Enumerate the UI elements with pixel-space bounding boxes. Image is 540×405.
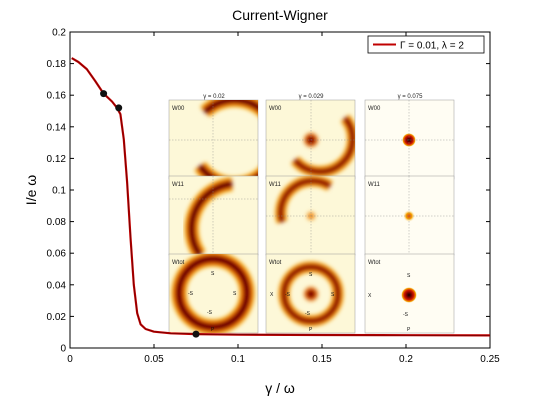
y-tick-label: 0.18: [47, 59, 67, 70]
y-tick-label: 0.16: [47, 91, 67, 102]
x-axis-ticks: 0 0.05 0.1 0.15 0.2 0.25: [67, 32, 500, 365]
data-point-marker: [115, 104, 123, 112]
y-tick-label: 0.04: [47, 280, 67, 291]
row-label-w00: W00: [172, 106, 185, 112]
y-tick-label: 0.06: [47, 249, 67, 260]
legend-label: Γ = 0.01, λ = 2: [400, 41, 464, 52]
series-line-core: [71, 57, 491, 336]
row-label-w00: W00: [269, 106, 282, 112]
data-point-marker: [100, 90, 108, 98]
x-axis-label: γ / ω: [265, 380, 295, 396]
wigner-inset: γ = 0.02 γ = 0.029 γ = 0.075 W00: [168, 94, 455, 334]
wigner-panel-w00-gamma-0.029: W00: [265, 99, 356, 180]
legend-box: [367, 35, 485, 54]
x-tick-label: 0.1: [231, 354, 245, 365]
chart-title: Current-Wigner: [232, 7, 328, 23]
marker-layer: [100, 90, 200, 338]
x-tick-label: 0: [67, 354, 73, 365]
wigner-panel-w11-gamma-0.029: W11: [265, 175, 356, 256]
row-label-w11: W11: [368, 182, 381, 188]
row-label-wtot: Wtot: [172, 260, 185, 266]
wigner-panel-wtot-gamma-0.02: S -S -S S P Wtot: [168, 253, 259, 334]
inset-column-label-1: γ = 0.02: [203, 94, 225, 100]
row-label-wtot: Wtot: [269, 260, 282, 266]
data-point-marker: [192, 330, 200, 338]
axis-label-s-top: S: [211, 271, 215, 277]
y-tick-label: 0.1: [52, 186, 66, 197]
series-layer: [71, 57, 491, 337]
axis-label-s-top: S: [309, 272, 313, 278]
y-axis-ticks: 0 0.02 0.04 0.06 0.08 0.1 0.12 0.14 0.16 0.18 0.2: [47, 28, 490, 355]
y-tick-label: 0.08: [47, 217, 67, 228]
inset-column-label-2: γ = 0.029: [299, 94, 325, 100]
axis-label-s-right: S: [233, 291, 237, 297]
axis-label-p: P: [211, 327, 215, 333]
axis-label-s-left: -S: [285, 292, 291, 298]
axis-label-s-bottom: -S: [305, 311, 311, 317]
x-tick-label: 0.25: [480, 354, 500, 365]
wigner-panel-wtot-gamma-0.075: S -S X P Wtot: [364, 253, 455, 334]
axis-label-s-top: S: [407, 273, 411, 279]
axis-label-s-bottom: -S: [207, 310, 213, 316]
y-tick-label: 0.02: [47, 312, 67, 323]
row-label-w11: W11: [269, 182, 282, 188]
y-axis-label: I/e ω: [23, 175, 39, 205]
axis-label-s-left: -S: [188, 291, 194, 297]
wigner-panel-w00-gamma-0.075: W00: [364, 99, 455, 180]
x-tick-label: 0.05: [144, 354, 164, 365]
x-tick-label: 0.15: [312, 354, 332, 365]
inset-column-label-3: γ = 0.075: [398, 94, 424, 100]
axis-label-x: X: [270, 292, 274, 298]
axis-label-p: P: [309, 327, 313, 333]
wigner-panel-w11-gamma-0.075: W11: [364, 175, 455, 256]
axis-label-x: X: [368, 293, 372, 299]
row-label-w00: W00: [368, 106, 381, 112]
y-tick-label: 0: [60, 344, 66, 355]
row-label-w11: W11: [172, 182, 185, 188]
wigner-panel-wtot-gamma-0.029: S -S -S S X P Wtot: [265, 253, 356, 334]
y-tick-label: 0.12: [47, 154, 67, 165]
row-label-wtot: Wtot: [368, 260, 381, 266]
y-tick-label: 0.2: [52, 28, 66, 39]
axis-label-s-bottom: -S: [403, 312, 409, 318]
legend: Γ = 0.01, λ = 2: [367, 35, 485, 54]
wigner-panel-w11-gamma-0.02: W11: [168, 175, 259, 256]
wigner-panel-w00-gamma-0.02: W00: [168, 99, 259, 180]
x-tick-label: 0.2: [399, 354, 413, 365]
axis-label-p: P: [407, 327, 411, 333]
y-tick-label: 0.14: [47, 122, 67, 133]
axis-label-s-right: S: [331, 292, 335, 298]
